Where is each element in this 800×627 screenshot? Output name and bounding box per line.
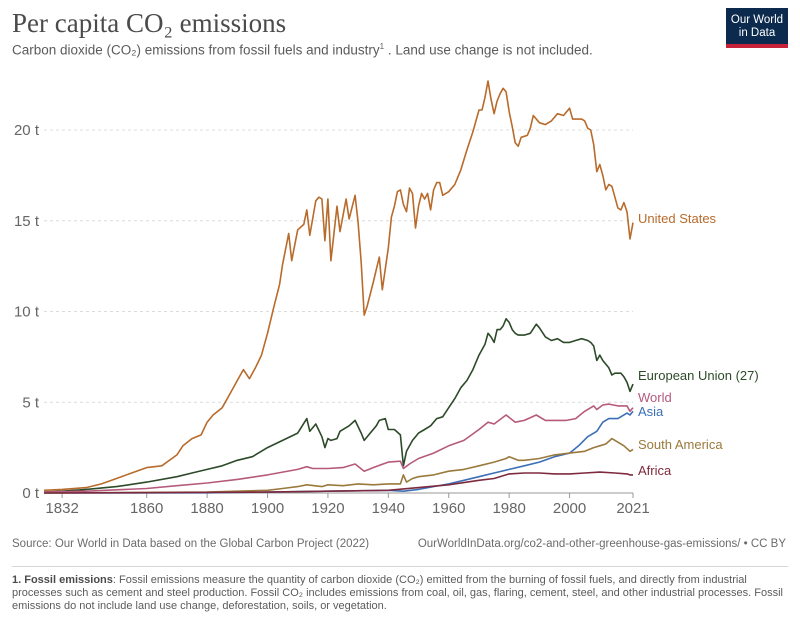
x-tick-label: 1900 [251, 500, 284, 517]
series-lines [43, 80, 634, 494]
x-tick-label: 2021 [616, 500, 649, 517]
series-label-united-states[interactable]: United States [638, 211, 717, 226]
logo-line-1: Our World [730, 14, 784, 26]
x-tick-label: 1860 [130, 500, 163, 517]
y-tick-label: 20 t [14, 122, 40, 139]
series-line-africa[interactable] [43, 471, 633, 494]
series-line-south-america[interactable] [43, 437, 634, 494]
y-tick-label: 0 t [22, 485, 40, 502]
chart-subtitle: Carbon dioxide (CO₂) emissions from foss… [12, 42, 593, 58]
footer-divider [12, 566, 788, 567]
x-tick-label: 1880 [190, 500, 223, 517]
chart-title: Per capita CO₂ emissions [12, 8, 287, 38]
series-labels: United States European Union (27) WorldAsi… [638, 211, 759, 478]
series-label-south-america[interactable]: South America [638, 437, 723, 452]
series-line-european-union-27[interactable] [43, 318, 634, 493]
x-tick-label: 1980 [492, 500, 525, 517]
footnote-body: : Fossil emissions measure the quantity … [12, 574, 783, 612]
series-label-european-union-27[interactable]: European Union (27) [638, 368, 759, 383]
x-tick-label: 1920 [311, 500, 344, 517]
subtitle-tail: . Land use change is not included. [384, 42, 593, 58]
footnote: 1. Fossil emissions: Fossil emissions me… [12, 574, 784, 613]
x-tick-label: 1940 [372, 500, 405, 517]
y-tick-label: 5 t [22, 394, 40, 411]
footnote-marker[interactable]: 1 [379, 42, 385, 51]
source-url-link[interactable]: OurWorldInData.org/co2-and-other-greenho… [417, 538, 786, 550]
series-label-asia[interactable]: Asia [638, 404, 664, 419]
series-label-africa[interactable]: Africa [638, 463, 672, 478]
subtitle-text: Carbon dioxide (CO₂) emissions from foss… [12, 42, 380, 58]
logo-line-2: in Data [738, 27, 776, 39]
x-axis-tick-labels: 1832 1860 1880 1900 1920 1940 1960 1980 2000 2021 [45, 493, 650, 517]
series-line-asia[interactable] [43, 410, 634, 494]
x-tick-label: 1960 [432, 500, 465, 517]
footnote-title: 1. Fossil emissions [12, 574, 113, 586]
line-chart: 0 t 5 t 10 t 15 t 20 t 1832 1860 1880 1900 1920 19… [14, 80, 759, 517]
owid-logo[interactable]: Our World in Data [726, 8, 788, 48]
y-axis-tick-labels: 0 t 5 t 10 t 15 t 20 t [14, 122, 40, 502]
y-tick-label: 10 t [14, 304, 40, 321]
source-text: Source: Our World in Data based on the G… [12, 538, 370, 550]
series-line-united-states[interactable] [43, 80, 634, 492]
series-label-world[interactable]: World [638, 390, 672, 405]
x-tick-label: 2000 [553, 500, 586, 517]
gridlines [44, 129, 633, 403]
x-tick-label: 1832 [45, 500, 78, 517]
series-line-world[interactable] [43, 403, 634, 493]
y-tick-label: 15 t [14, 213, 40, 230]
